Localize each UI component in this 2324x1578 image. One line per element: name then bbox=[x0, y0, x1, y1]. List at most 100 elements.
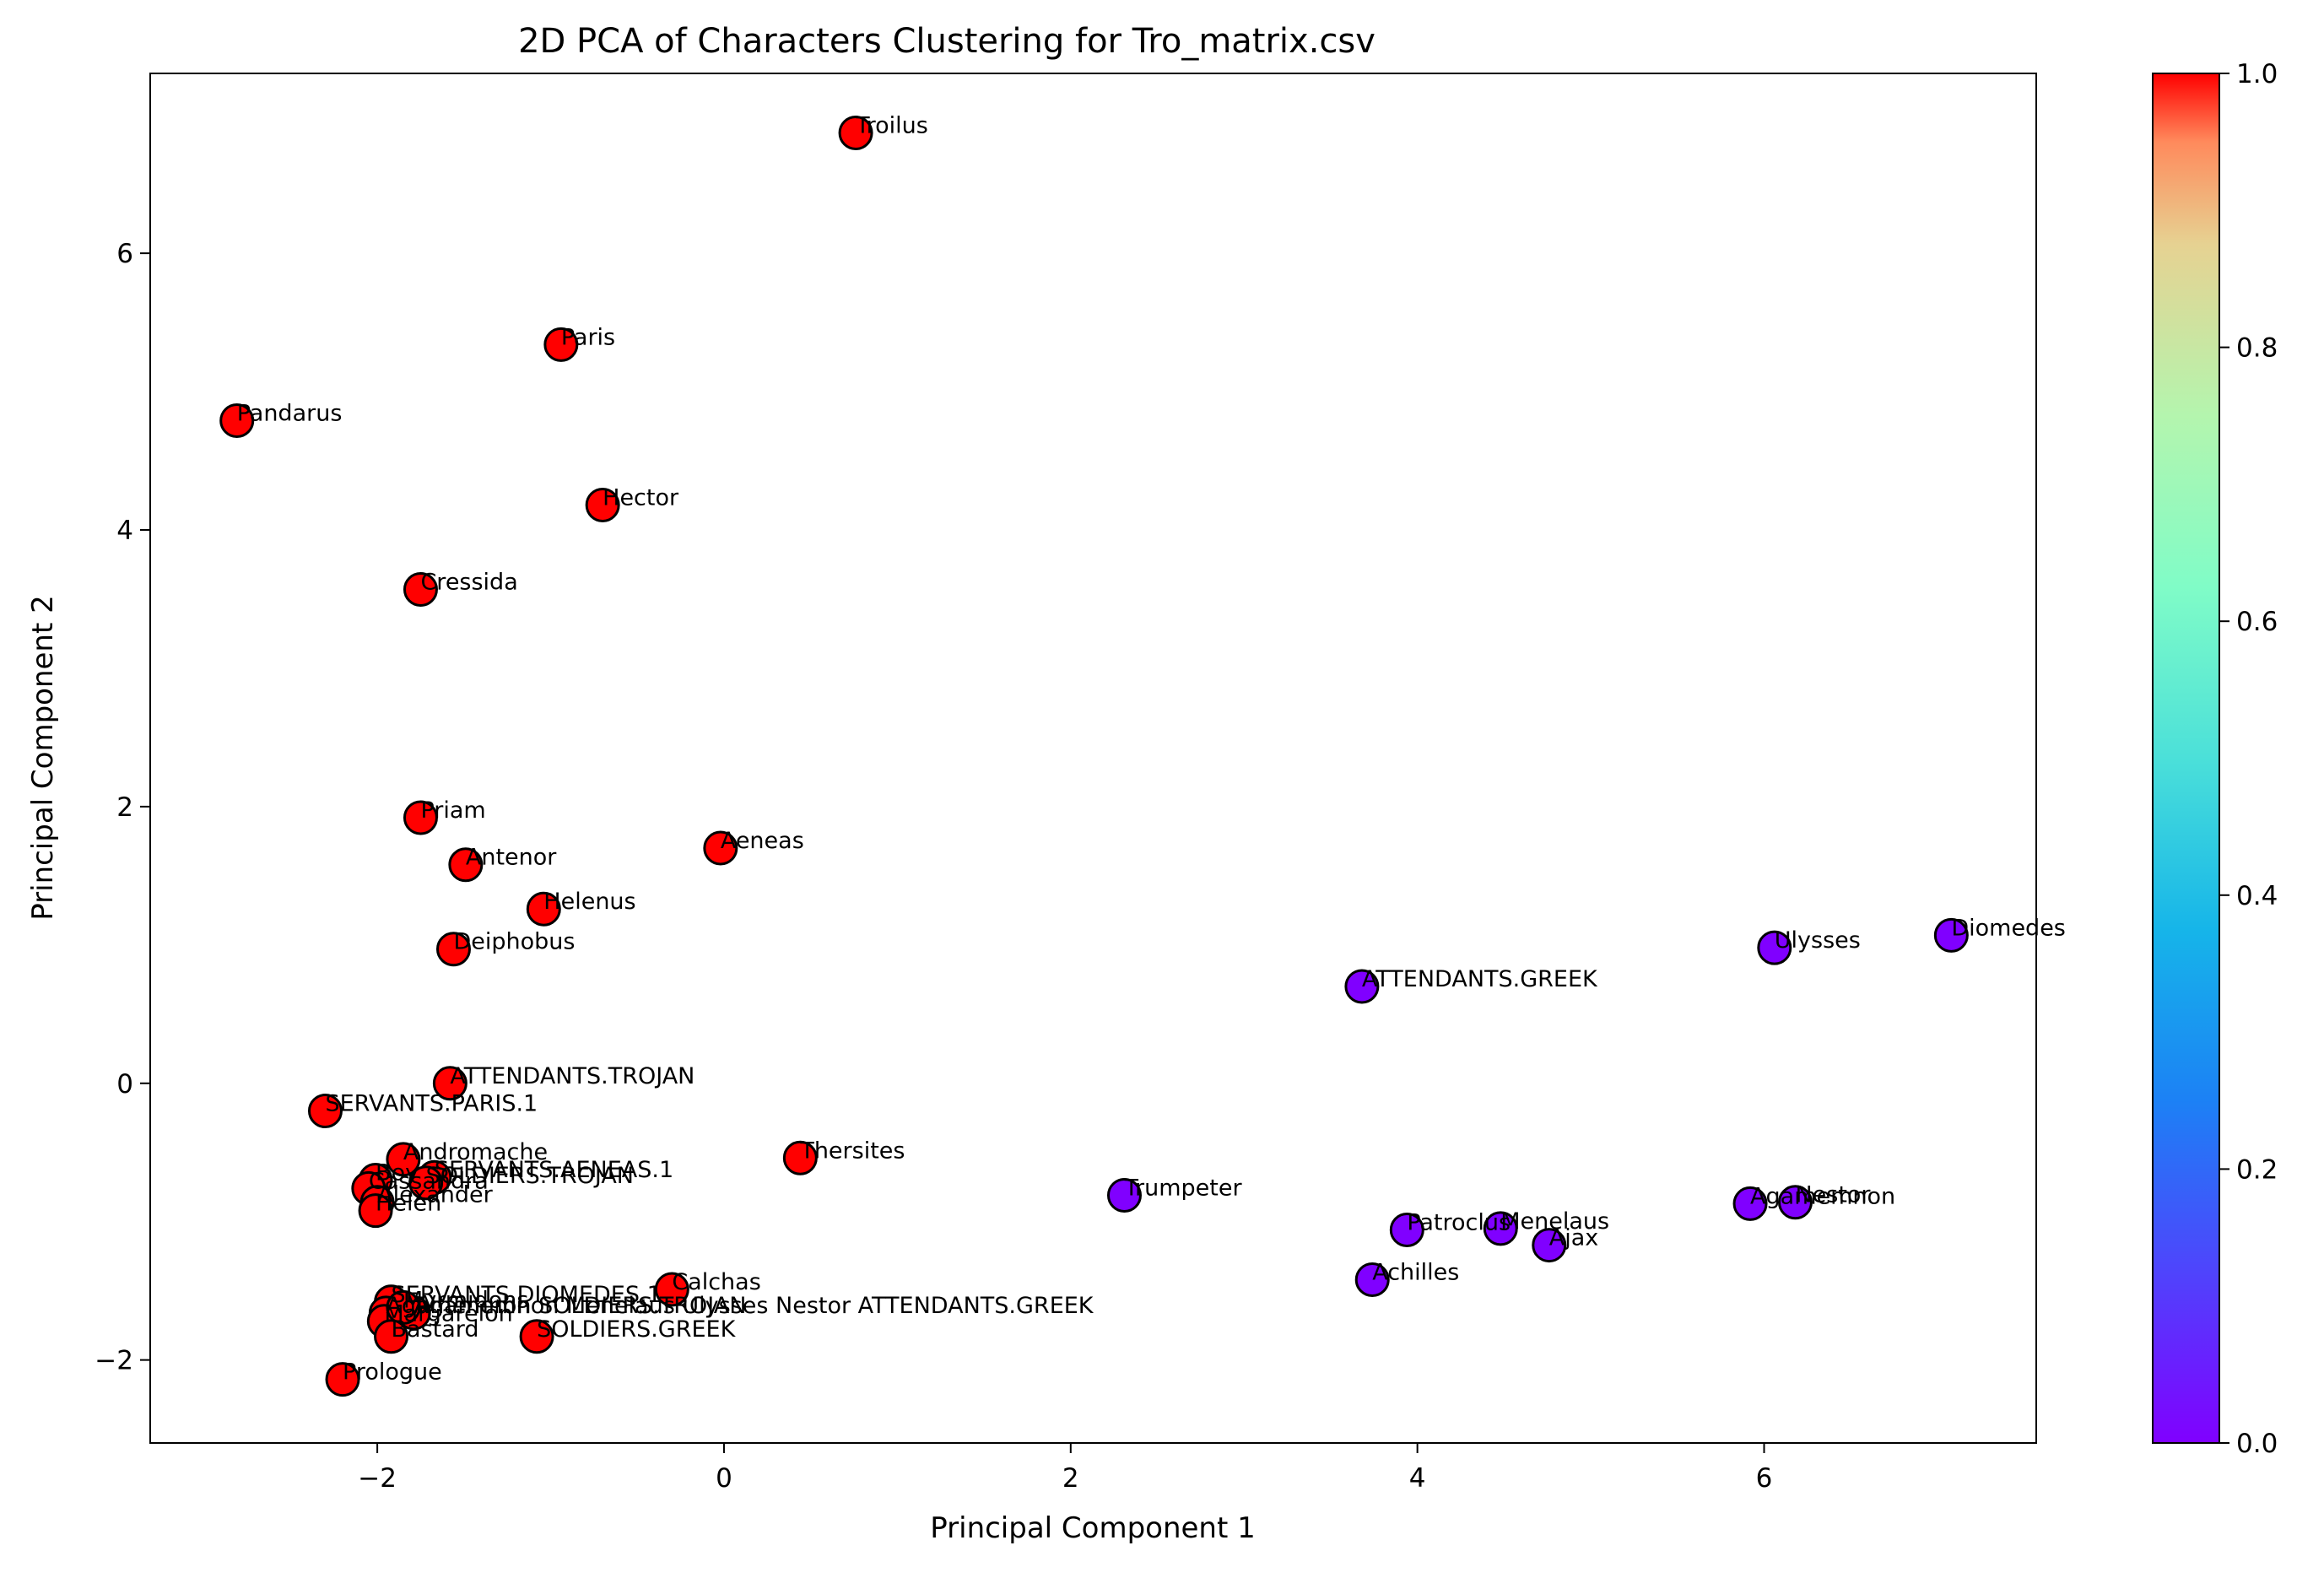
point-label: Patroclus bbox=[1407, 1210, 1511, 1236]
y-tick-label: 6 bbox=[116, 239, 133, 269]
point-label: Alexander bbox=[377, 1182, 493, 1208]
x-tick-label: 6 bbox=[1756, 1463, 1773, 1494]
colorbar-tick-label: 0.2 bbox=[2236, 1154, 2278, 1185]
point-label: SOLDIERS.GREEK bbox=[537, 1316, 737, 1343]
point-label: Deiphobus bbox=[453, 929, 575, 955]
plot-frame bbox=[149, 73, 2037, 1444]
data-point bbox=[408, 1165, 444, 1201]
x-axis: −2 0 2 4 6 bbox=[358, 1443, 1772, 1494]
point-label: Ulysses bbox=[1775, 927, 1861, 954]
point-label: Agamemnon Menelaus Ulysses Nestor ATTEND… bbox=[413, 1293, 1094, 1319]
data-points bbox=[219, 115, 1969, 1397]
data-point bbox=[543, 327, 579, 362]
colorbar-tick-label: 0.6 bbox=[2236, 607, 2278, 637]
x-tick-label: 0 bbox=[716, 1463, 732, 1494]
point-label: SOLDIERS.TROJAN bbox=[426, 1163, 634, 1189]
data-point bbox=[1732, 1186, 1768, 1221]
data-point bbox=[1532, 1228, 1567, 1263]
point-label: Cassandra bbox=[369, 1168, 489, 1194]
data-point bbox=[374, 1319, 409, 1354]
colorbar-tick-label: 0.8 bbox=[2236, 333, 2278, 364]
data-point bbox=[1933, 917, 1969, 953]
data-point bbox=[1344, 969, 1380, 1004]
plot-area: −2 0 2 4 6 −2 0 2 4 6 Troilus Paris Pandarus Hector… bbox=[95, 73, 2066, 1494]
data-point bbox=[782, 1140, 818, 1175]
data-point bbox=[1354, 1262, 1390, 1298]
data-point bbox=[386, 1289, 421, 1325]
x-axis-label: Principal Component 1 bbox=[930, 1511, 1256, 1545]
data-point bbox=[448, 847, 484, 883]
data-point bbox=[307, 1094, 343, 1129]
point-label: Antenor bbox=[466, 845, 557, 871]
x-tick-label: −2 bbox=[358, 1463, 397, 1494]
point-label: SERVANTS.AENEAS.1 bbox=[435, 1157, 673, 1183]
data-point bbox=[1777, 1185, 1813, 1220]
point-label: Hector bbox=[603, 484, 679, 511]
data-point bbox=[219, 403, 255, 438]
colorbar-gradient bbox=[2152, 73, 2220, 1444]
point-label: Pandarus bbox=[237, 400, 343, 426]
point-label: ATTENDANTS.TROJAN bbox=[450, 1063, 694, 1089]
point-label: Prologue bbox=[343, 1359, 442, 1386]
data-point bbox=[386, 1142, 421, 1177]
data-point bbox=[703, 830, 738, 866]
point-label: Trumpeter bbox=[1123, 1175, 1242, 1202]
data-point bbox=[519, 1319, 554, 1354]
data-point bbox=[358, 1193, 393, 1229]
point-label: Diomedes bbox=[1951, 915, 2066, 941]
point-label: ATTENDANTS.GREEK bbox=[1362, 966, 1598, 992]
point-label: Myrmidons bbox=[403, 1287, 529, 1313]
data-point bbox=[403, 571, 438, 607]
point-label: Bastard bbox=[392, 1316, 479, 1343]
point-label: Thersites bbox=[799, 1138, 905, 1164]
point-label: Menelaus bbox=[1500, 1208, 1609, 1235]
data-point bbox=[838, 115, 873, 150]
data-point bbox=[403, 800, 438, 835]
point-label: Agamemnon bbox=[1750, 1183, 1895, 1209]
y-tick-label: 4 bbox=[116, 516, 133, 546]
data-point bbox=[325, 1362, 360, 1397]
y-tick-label: 2 bbox=[116, 792, 133, 823]
point-label: Paris bbox=[561, 324, 615, 350]
point-label: Calchas bbox=[672, 1269, 760, 1295]
data-point bbox=[585, 487, 620, 522]
point-label: Aeneas bbox=[721, 828, 804, 854]
point-label: SERVANTS.DIOMEDES.1 bbox=[392, 1282, 662, 1308]
point-label: Nestor bbox=[1795, 1182, 1871, 1208]
colorbar-tick-label: 1.0 bbox=[2236, 59, 2278, 89]
point-label: Achilles bbox=[1372, 1260, 1459, 1286]
point-label: Andromache bbox=[403, 1139, 548, 1165]
colorbar-tick-label: 0.4 bbox=[2236, 881, 2278, 911]
point-label: Priam bbox=[420, 797, 485, 824]
y-axis-label: Principal Component 2 bbox=[26, 595, 60, 921]
data-point bbox=[1483, 1211, 1518, 1246]
point-label: Ajax bbox=[1549, 1225, 1599, 1251]
y-tick-label: 0 bbox=[116, 1069, 133, 1100]
chart-title: 2D PCA of Characters Clustering for Tro_… bbox=[518, 22, 1375, 61]
point-label: Troilus bbox=[855, 112, 928, 138]
point-labels: Troilus Paris Pandarus Hector Cressida Priam A… bbox=[237, 112, 2066, 1385]
point-label: SERVANTS.PARIS.1 bbox=[325, 1091, 538, 1117]
data-point bbox=[435, 932, 471, 967]
x-tick-label: 2 bbox=[1062, 1463, 1079, 1494]
colorbar: 0.0 0.2 0.4 0.6 0.8 1.0 bbox=[2152, 59, 2278, 1459]
point-label: Margarelon bbox=[384, 1301, 512, 1327]
data-point bbox=[1757, 930, 1792, 965]
x-tick-label: 4 bbox=[1409, 1463, 1426, 1494]
colorbar-ticks: 0.0 0.2 0.4 0.6 0.8 1.0 bbox=[2219, 59, 2278, 1459]
data-point bbox=[1106, 1178, 1142, 1213]
point-label: Helen bbox=[376, 1191, 441, 1217]
data-point bbox=[432, 1066, 468, 1101]
point-label: Agamemnon SOLDIERS.TROJAN bbox=[386, 1293, 746, 1319]
y-axis: −2 0 2 4 6 bbox=[95, 239, 150, 1376]
data-point bbox=[654, 1272, 689, 1307]
data-point bbox=[526, 891, 561, 927]
point-label: Cressida bbox=[420, 569, 517, 595]
y-tick-label: −2 bbox=[95, 1346, 133, 1376]
colorbar-tick-label: 0.0 bbox=[2236, 1429, 2278, 1459]
point-label: Boy bbox=[376, 1160, 419, 1186]
point-label: Helenus bbox=[543, 889, 635, 915]
data-point bbox=[1389, 1213, 1424, 1248]
